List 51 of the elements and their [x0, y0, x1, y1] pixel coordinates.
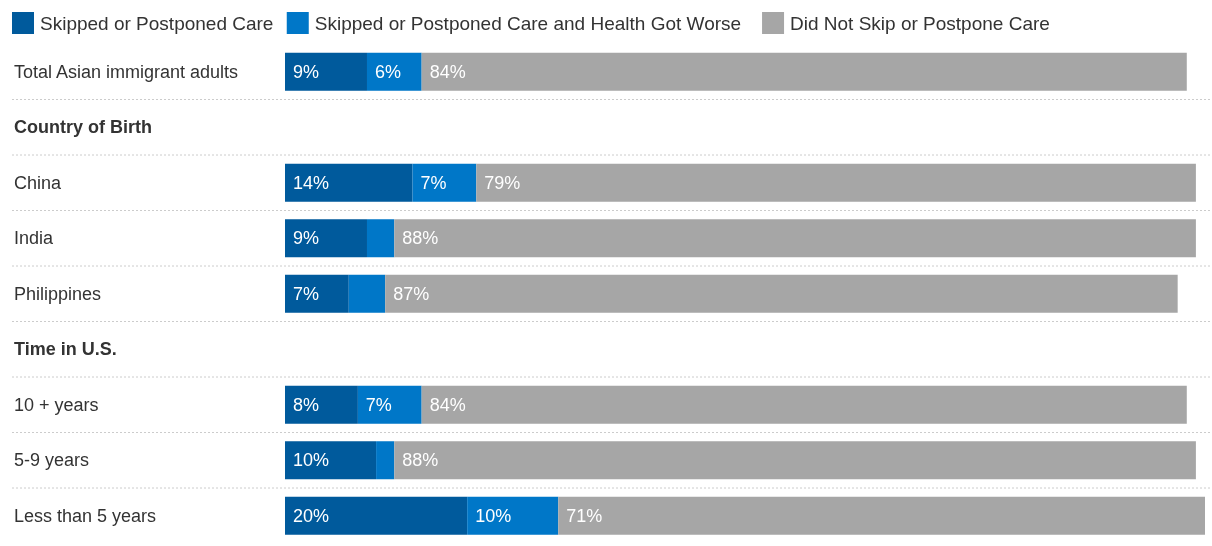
data-label: 14%: [293, 172, 330, 193]
bar: [285, 385, 358, 424]
legend-label: Skipped or Postponed Care and Health Got Worse: [314, 12, 742, 34]
bar: [366, 219, 395, 258]
bar: [285, 441, 377, 480]
y-tick-label: Total Asian immigrant adults: [14, 61, 239, 82]
y-tick-label: Country of Birth: [14, 117, 152, 138]
data-label: 20%: [293, 505, 330, 526]
y-tick-label: 5-9 years: [14, 450, 90, 471]
data-label: 88%: [402, 228, 439, 249]
y-tick-label: 10 + years: [14, 394, 99, 415]
bar: [394, 219, 1196, 258]
data-label: 9%: [293, 61, 320, 82]
y-tick-label: Less than 5 years: [14, 505, 157, 526]
data-label: 7%: [293, 283, 320, 304]
data-label: 71%: [566, 505, 603, 526]
data-label: 7%: [420, 172, 447, 193]
legend-label: Skipped or Postponed Care: [40, 12, 274, 34]
bar: [558, 496, 1205, 535]
bar: [421, 385, 1187, 424]
y-tick-label: China: [14, 172, 63, 193]
bar: [357, 385, 422, 424]
bar: [394, 441, 1196, 480]
data-label: 84%: [429, 394, 466, 415]
data-label: 6%: [374, 61, 401, 82]
data-label: 87%: [393, 283, 430, 304]
y-tick-label: Philippines: [14, 283, 102, 304]
data-label: 84%: [429, 61, 466, 82]
bar: [285, 219, 367, 258]
y-tick-label: Time in U.S.: [14, 339, 117, 360]
data-label: 10%: [293, 450, 330, 471]
data-label: 10%: [475, 505, 512, 526]
bar: [366, 52, 422, 91]
bar: [285, 52, 367, 91]
bar: [385, 274, 1178, 313]
bar: [285, 496, 468, 535]
bar: [285, 274, 349, 313]
legend-label: Did Not Skip or Postpone Care: [790, 12, 1050, 34]
data-label: 9%: [293, 228, 320, 249]
data-label: 88%: [402, 450, 439, 471]
data-label: 7%: [365, 394, 392, 415]
bar: [467, 496, 559, 535]
data-label: 79%: [484, 172, 521, 193]
bar: [348, 274, 386, 313]
bar: [421, 52, 1187, 91]
bar: [476, 163, 1196, 202]
bar: [285, 163, 413, 202]
bar: [412, 163, 477, 202]
data-label: 8%: [293, 394, 320, 415]
bar: [376, 441, 395, 480]
y-tick-label: India: [14, 228, 55, 249]
